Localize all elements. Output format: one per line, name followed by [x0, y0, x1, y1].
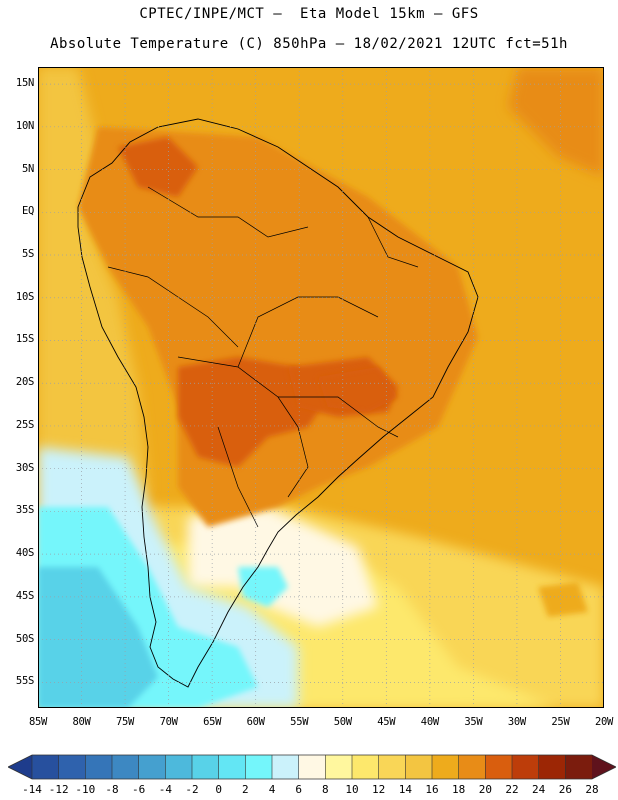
colorbar-tick-label: 4: [268, 783, 276, 796]
colorbar-swatch: [32, 755, 60, 779]
temperature-field-colder-core: [38, 567, 158, 708]
colorbar-swatch: [538, 755, 566, 779]
longitude-tick-label: 35W: [464, 716, 483, 728]
colorbar-swatch: [512, 755, 540, 779]
colorbar-swatch: [352, 755, 380, 779]
longitude-tick-label: 25W: [551, 716, 570, 728]
latitude-tick-label: 40S: [15, 547, 34, 560]
latitude-tick-label: 55S: [15, 675, 34, 688]
colorbar-tick-label: 24: [532, 783, 546, 796]
latitude-tick-label: 35S: [15, 504, 34, 517]
latitude-tick-label: 5S: [21, 248, 34, 261]
colorbar-swatch: [272, 755, 300, 779]
colorbar-high-arrow: [592, 755, 616, 779]
colorbar-swatch: [325, 755, 353, 779]
colorbar-swatch: [485, 755, 513, 779]
colorbar-swatch: [432, 755, 460, 779]
latitude-tick-label: 50S: [15, 632, 34, 645]
country-borders: [107, 186, 419, 528]
colorbar-swatch: [405, 755, 433, 779]
latitude-tick-label: 20S: [15, 376, 34, 389]
temperature-field-hotspot-mg: [318, 367, 398, 412]
temperature-colorbar: [8, 754, 616, 780]
temperature-map: [38, 67, 604, 708]
colorbar-swatch: [458, 755, 486, 779]
colorbar-tick-label: -14: [22, 783, 42, 796]
colorbar-tick-label: 6: [295, 783, 302, 796]
colorbar-swatch: [165, 755, 193, 779]
latitude-tick-label: 15S: [15, 333, 34, 346]
colorbar-tick-label: -10: [75, 783, 96, 796]
temperature-field-hotspot-venezuela: [118, 137, 198, 197]
colorbar-swatch: [298, 755, 326, 779]
temperature-field-atlantic-north: [508, 67, 604, 177]
longitude-tick-label: 50W: [333, 716, 352, 728]
colorbar-swatch: [58, 755, 86, 779]
latitude-tick-label: 15N: [15, 77, 34, 90]
colorbar-swatch: [565, 755, 593, 779]
colorbar-tick-label: 20: [478, 783, 492, 796]
colorbar-swatch: [192, 755, 220, 779]
colorbar-tick-label: -6: [132, 783, 146, 796]
temperature-field-hotspot-chaco: [178, 357, 328, 467]
colorbar-low-arrow: [8, 755, 32, 779]
colorbar-swatch: [112, 755, 140, 779]
colorbar-tick-label: 12: [372, 783, 386, 796]
colorbar-tick-label: 10: [345, 783, 359, 796]
longitude-tick-label: 30W: [507, 716, 526, 728]
longitude-tick-label: 70W: [159, 716, 178, 728]
longitude-tick-label: 60W: [246, 716, 265, 728]
latitude-tick-label: 25S: [15, 418, 34, 431]
colorbar-tick-label: 14: [398, 783, 412, 796]
map-title: CPTEC/INPE/MCT – Eta Model 15km – GFS: [139, 6, 479, 22]
colorbar-swatch: [245, 755, 273, 779]
colorbar-swatch: [218, 755, 246, 779]
map-subtitle: Absolute Temperature (C) 850hPa – 18/02/…: [50, 36, 568, 52]
colorbar-tick-label: 22: [505, 783, 519, 796]
colorbar-tick-label: -12: [48, 783, 69, 796]
latitude-tick-label: 45S: [15, 589, 34, 602]
longitude-tick-label: 80W: [72, 716, 91, 728]
colorbar-tick-label: 0: [215, 783, 222, 796]
colorbar-tick-label: -2: [185, 783, 199, 796]
longitude-tick-label: 55W: [290, 716, 309, 728]
colorbar-tick-label: 18: [452, 783, 466, 796]
temperature-field-southeast-warm: [538, 582, 588, 617]
map-graticule: [38, 67, 604, 708]
latitude-tick-label: 10N: [15, 119, 34, 132]
longitude-tick-label: 85W: [28, 716, 48, 728]
longitude-tick-label: 20W: [594, 716, 614, 728]
colorbar-tick-label: -4: [158, 783, 172, 796]
latitude-tick-label: 30S: [15, 461, 34, 474]
longitude-tick-label: 45W: [377, 716, 396, 728]
latitude-tick-label: 5N: [21, 162, 34, 175]
colorbar-swatch: [85, 755, 113, 779]
longitude-tick-label: 75W: [116, 716, 135, 728]
colorbar-tick-label: 28: [585, 783, 599, 796]
latitude-tick-label: 10S: [15, 290, 34, 303]
map-border: [38, 67, 604, 708]
colorbar-swatch: [378, 755, 406, 779]
colorbar-tick-label: 26: [558, 783, 572, 796]
colorbar-tick-label: 8: [322, 783, 329, 796]
longitude-tick-label: 65W: [203, 716, 222, 728]
continent-coastline: [77, 118, 479, 688]
longitude-tick-label: 40W: [420, 716, 439, 728]
colorbar-tick-label: -8: [105, 783, 119, 796]
colorbar-tick-label: 2: [242, 783, 249, 796]
latitude-tick-label: EQ: [21, 205, 34, 218]
colorbar-swatch: [138, 755, 166, 779]
colorbar-tick-label: 16: [425, 783, 439, 796]
